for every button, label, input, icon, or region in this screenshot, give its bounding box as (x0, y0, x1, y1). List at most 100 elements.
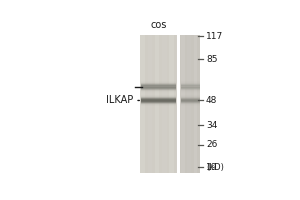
Bar (181, 98, 200, 99)
Bar (141, 86, 176, 87)
Bar (141, 94, 176, 95)
Bar (141, 83, 176, 84)
Bar (181, 105, 200, 106)
Bar (141, 101, 176, 102)
Bar (141, 103, 176, 104)
Bar (141, 89, 176, 90)
Bar (181, 93, 200, 94)
Bar (141, 83, 176, 84)
Bar (141, 91, 176, 92)
Bar (181, 35, 200, 173)
Bar (141, 88, 176, 89)
Bar (181, 82, 200, 83)
Bar (200, 35, 204, 173)
Bar (181, 84, 200, 85)
Bar (181, 80, 200, 81)
Bar (141, 82, 176, 83)
Bar (141, 101, 176, 102)
Bar (141, 95, 176, 96)
Bar (141, 92, 176, 93)
Text: 19: 19 (206, 163, 218, 172)
Bar (181, 81, 200, 82)
Bar (181, 101, 200, 102)
Bar (181, 97, 200, 98)
Bar (141, 82, 176, 83)
Bar (181, 85, 200, 86)
Bar (155, 35, 160, 173)
Bar (141, 96, 176, 97)
Text: (kD): (kD) (206, 163, 224, 172)
Bar (181, 97, 200, 98)
Bar (141, 92, 176, 93)
Bar (181, 105, 200, 106)
Bar (181, 95, 200, 96)
Bar (181, 89, 200, 90)
Bar (181, 87, 200, 88)
Bar (181, 100, 200, 101)
Bar (141, 96, 176, 97)
Bar (141, 104, 176, 105)
Bar (141, 80, 176, 81)
Bar (141, 102, 176, 103)
Bar (141, 89, 176, 90)
Bar (181, 103, 200, 104)
Bar (141, 105, 176, 106)
Bar (141, 84, 176, 85)
Bar (141, 104, 176, 105)
Bar (181, 99, 200, 100)
Bar (181, 84, 200, 85)
Bar (181, 83, 200, 84)
Bar (181, 83, 200, 84)
Bar (141, 105, 176, 106)
Bar (181, 94, 200, 95)
Bar (141, 103, 176, 104)
Bar (194, 35, 197, 173)
Bar (141, 95, 176, 96)
Bar (141, 91, 176, 92)
Bar (181, 92, 200, 93)
Bar (181, 91, 200, 92)
Bar (141, 100, 176, 101)
Bar (181, 104, 200, 105)
Text: 34: 34 (206, 121, 218, 130)
Bar (181, 102, 200, 103)
Bar (141, 97, 176, 98)
Bar (141, 103, 176, 104)
Bar (141, 99, 176, 100)
Bar (181, 102, 200, 103)
Bar (181, 94, 200, 95)
Bar (181, 90, 200, 91)
Bar (141, 81, 176, 82)
Bar (181, 104, 200, 105)
Text: 85: 85 (206, 55, 218, 64)
Text: 26: 26 (206, 140, 218, 149)
Bar (141, 80, 176, 81)
Bar (141, 90, 176, 91)
Bar (141, 104, 176, 105)
Bar (141, 88, 176, 89)
Bar (141, 84, 176, 85)
Bar (181, 88, 200, 89)
Bar (181, 87, 200, 88)
Bar (181, 99, 200, 100)
Bar (181, 100, 200, 101)
Bar (181, 89, 200, 90)
Bar (141, 96, 176, 97)
Bar (141, 85, 176, 86)
Bar (141, 94, 176, 95)
Bar (169, 35, 174, 173)
Bar (141, 106, 176, 107)
Bar (181, 104, 200, 105)
Bar (181, 90, 200, 91)
Bar (181, 86, 200, 87)
Bar (141, 88, 176, 89)
Bar (141, 100, 176, 101)
Bar (181, 81, 200, 82)
Bar (181, 106, 200, 107)
Text: ILKAP: ILKAP (106, 95, 133, 105)
Bar (181, 102, 200, 103)
Bar (148, 35, 152, 173)
Bar (181, 86, 200, 87)
Bar (181, 100, 200, 101)
Bar (181, 97, 200, 98)
